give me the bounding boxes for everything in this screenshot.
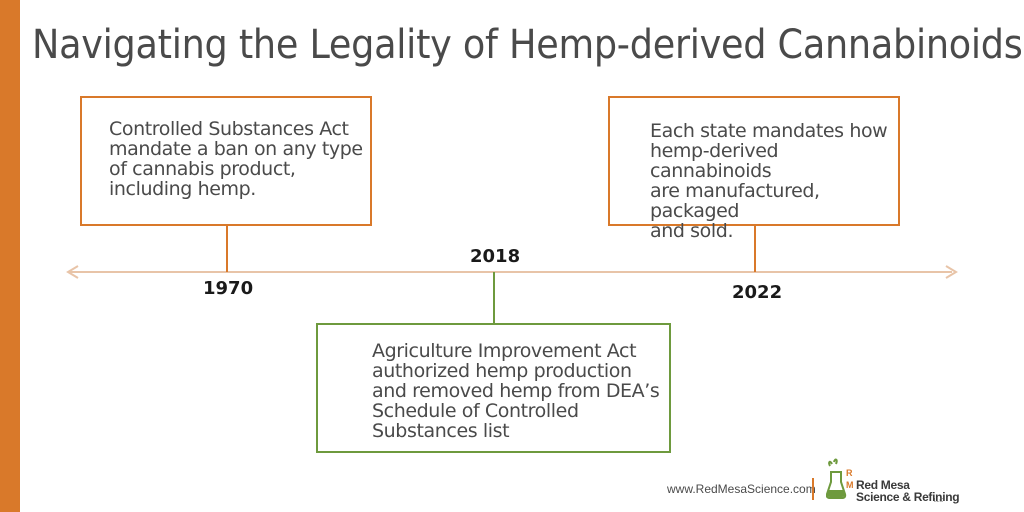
event-box-2018: Agriculture Improvement Act authorized h… bbox=[316, 323, 671, 453]
website-link[interactable]: www.RedMesaScience.com bbox=[667, 482, 816, 496]
event-text-1970: Controlled Substances Act mandate a ban … bbox=[109, 118, 363, 200]
year-label-1970: 1970 bbox=[203, 278, 254, 299]
event-text-2022: Each state mandates how hemp-derived can… bbox=[650, 120, 888, 242]
event-text-2018: Agriculture Improvement Act authorized h… bbox=[372, 340, 660, 442]
flask-icon: R M bbox=[826, 458, 854, 499]
year-label-2018: 2018 bbox=[470, 246, 521, 267]
svg-text:R: R bbox=[846, 468, 853, 478]
accent-sidebar bbox=[0, 0, 20, 512]
brand-name: Red Mesa Science & Refining bbox=[856, 478, 960, 504]
timeline-arrow-left bbox=[66, 265, 79, 279]
footer-divider bbox=[812, 478, 814, 500]
event-box-1970: Controlled Substances Act mandate a ban … bbox=[80, 96, 372, 226]
page-title: Navigating the Legality of Hemp-derived … bbox=[32, 22, 1023, 68]
svg-text:M: M bbox=[846, 480, 854, 490]
timeline-arrow-right bbox=[945, 265, 958, 279]
brand-suffix: LLC bbox=[934, 498, 944, 504]
year-label-2022: 2022 bbox=[732, 282, 783, 303]
event-box-2022: Each state mandates how hemp-derived can… bbox=[608, 96, 900, 241]
